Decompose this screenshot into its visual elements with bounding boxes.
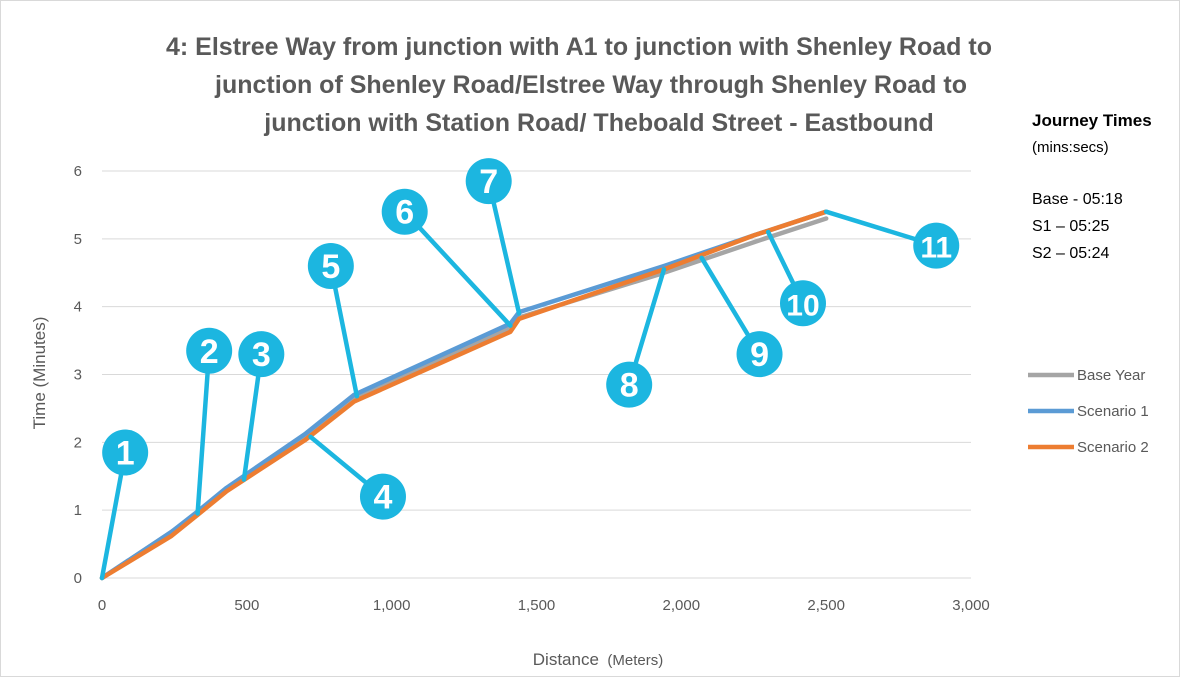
legend-label-base-year: Base Year [1077, 367, 1145, 384]
callout-label-5: 5 [321, 248, 340, 286]
callout-circle-2 [186, 327, 233, 374]
x-tick-label-3000: 3,000 [952, 597, 990, 614]
x-axis-title: Distance (Meters) [533, 650, 663, 669]
callout-circle-5 [307, 242, 354, 289]
x-axis-title-unit: (Meters) [607, 652, 663, 669]
chart-title-line-2: junction of Shenley Road/Elstree Way thr… [214, 71, 967, 99]
x-tick-label-1500: 1,500 [518, 597, 556, 614]
journey-time-s1: S1 – 05:25 [1032, 218, 1110, 235]
y-tick-label-2: 2 [74, 434, 82, 451]
callout-label-6: 6 [395, 194, 414, 232]
callout-leader-6 [402, 209, 513, 328]
journey-time-s2: S2 – 05:24 [1032, 245, 1110, 262]
callout-label-2: 2 [200, 333, 219, 371]
callout-label-9: 9 [750, 336, 769, 374]
journey-times-panel: Journey Times (mins:secs) Base - 05:18 S… [1032, 111, 1152, 262]
callout-circle-10 [779, 280, 826, 327]
x-axis-title-main: Distance [533, 650, 599, 669]
chart-title: 4: Elstree Way from junction with A1 to … [166, 33, 992, 137]
callout-circle-1 [102, 429, 149, 476]
y-tick-label-3: 3 [74, 367, 82, 384]
series-line-scenario-1 [99, 209, 829, 581]
callout-label-7: 7 [479, 163, 498, 201]
x-tick-label-0: 0 [98, 597, 106, 614]
x-tick-label-1000: 1,000 [373, 597, 411, 614]
x-tick-label-2000: 2,000 [663, 597, 701, 614]
callout-circle-7 [465, 158, 512, 205]
gridlines [102, 170, 971, 579]
chart-title-line-1: 4: Elstree Way from junction with A1 to … [166, 33, 992, 61]
callout-leader-2 [195, 348, 212, 516]
y-tick-label-4: 4 [74, 299, 82, 316]
y-tick-label-6: 6 [74, 163, 82, 180]
callout-label-3: 3 [252, 336, 271, 374]
x-axis-ticks: 0 500 1,000 1,500 2,000 2,500 3,000 [98, 597, 990, 614]
x-tick-label-2500: 2,500 [807, 597, 845, 614]
legend-label-scenario-1: Scenario 1 [1077, 403, 1149, 420]
callout-label-11: 11 [920, 232, 952, 265]
journey-times-heading: Journey Times [1032, 111, 1152, 130]
series-line-scenario-2 [99, 209, 829, 581]
callout-circle-6 [381, 188, 428, 235]
chart-title-line-3: junction with Station Road/ Theboald Str… [263, 109, 933, 137]
y-tick-label-1: 1 [74, 502, 82, 519]
callout-circle-9 [736, 331, 783, 378]
legend: Base Year Scenario 1 Scenario 2 [1028, 367, 1149, 456]
y-axis-title: Time (Minutes) [30, 317, 49, 430]
callout-circle-4 [359, 473, 406, 520]
series-lines [99, 209, 829, 581]
callout-label-8: 8 [620, 367, 639, 405]
callout-label-1: 1 [116, 435, 135, 473]
y-tick-label-0: 0 [74, 570, 82, 587]
callout-label-4: 4 [374, 479, 393, 517]
callout-circle-3 [238, 331, 285, 378]
y-tick-label-5: 5 [74, 231, 82, 248]
callout-circle-8 [606, 361, 653, 408]
y-axis-ticks: 0 1 2 3 4 5 6 [74, 163, 82, 587]
callout-circle-11 [913, 222, 960, 269]
x-tick-label-500: 500 [234, 597, 259, 614]
legend-label-scenario-2: Scenario 2 [1077, 439, 1149, 456]
journey-times-units: (mins:secs) [1032, 139, 1109, 156]
journey-time-base: Base - 05:18 [1032, 191, 1123, 208]
callout-label-10: 10 [786, 289, 819, 322]
